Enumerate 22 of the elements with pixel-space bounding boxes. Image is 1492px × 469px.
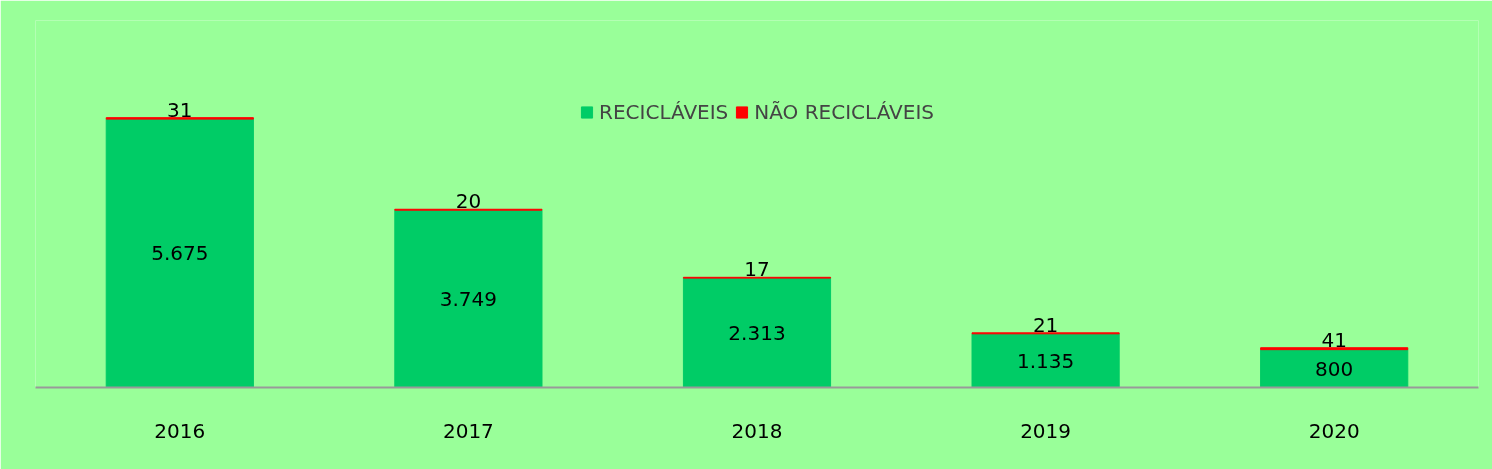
data-label: 2.313 [728,320,786,345]
data-label: 1.135 [1016,348,1075,373]
data-label: 800 [1315,356,1354,381]
bar [394,209,543,388]
data-label: 3.749 [439,286,498,311]
x-tick-label: 2020 [1308,418,1360,443]
bar [1260,349,1409,388]
bar [105,118,254,388]
x-tick-label: 2019 [1020,418,1072,443]
data-label: 41 [1321,327,1347,352]
data-label: 20 [455,189,482,214]
data-label: 5.675 [151,241,209,266]
data-label: 21 [1032,312,1059,337]
legend-label: RECICLÁVEIS [599,100,729,124]
x-tick-label: 2016 [154,418,206,443]
x-tick-label: 2017 [442,418,494,443]
x-tick-label: 2018 [731,418,783,443]
legend-label: NÃO RECICLÁVEIS [754,100,934,124]
bar [971,333,1120,388]
data-label: 31 [167,97,193,122]
data-label: 17 [744,257,770,282]
bar [682,277,832,388]
